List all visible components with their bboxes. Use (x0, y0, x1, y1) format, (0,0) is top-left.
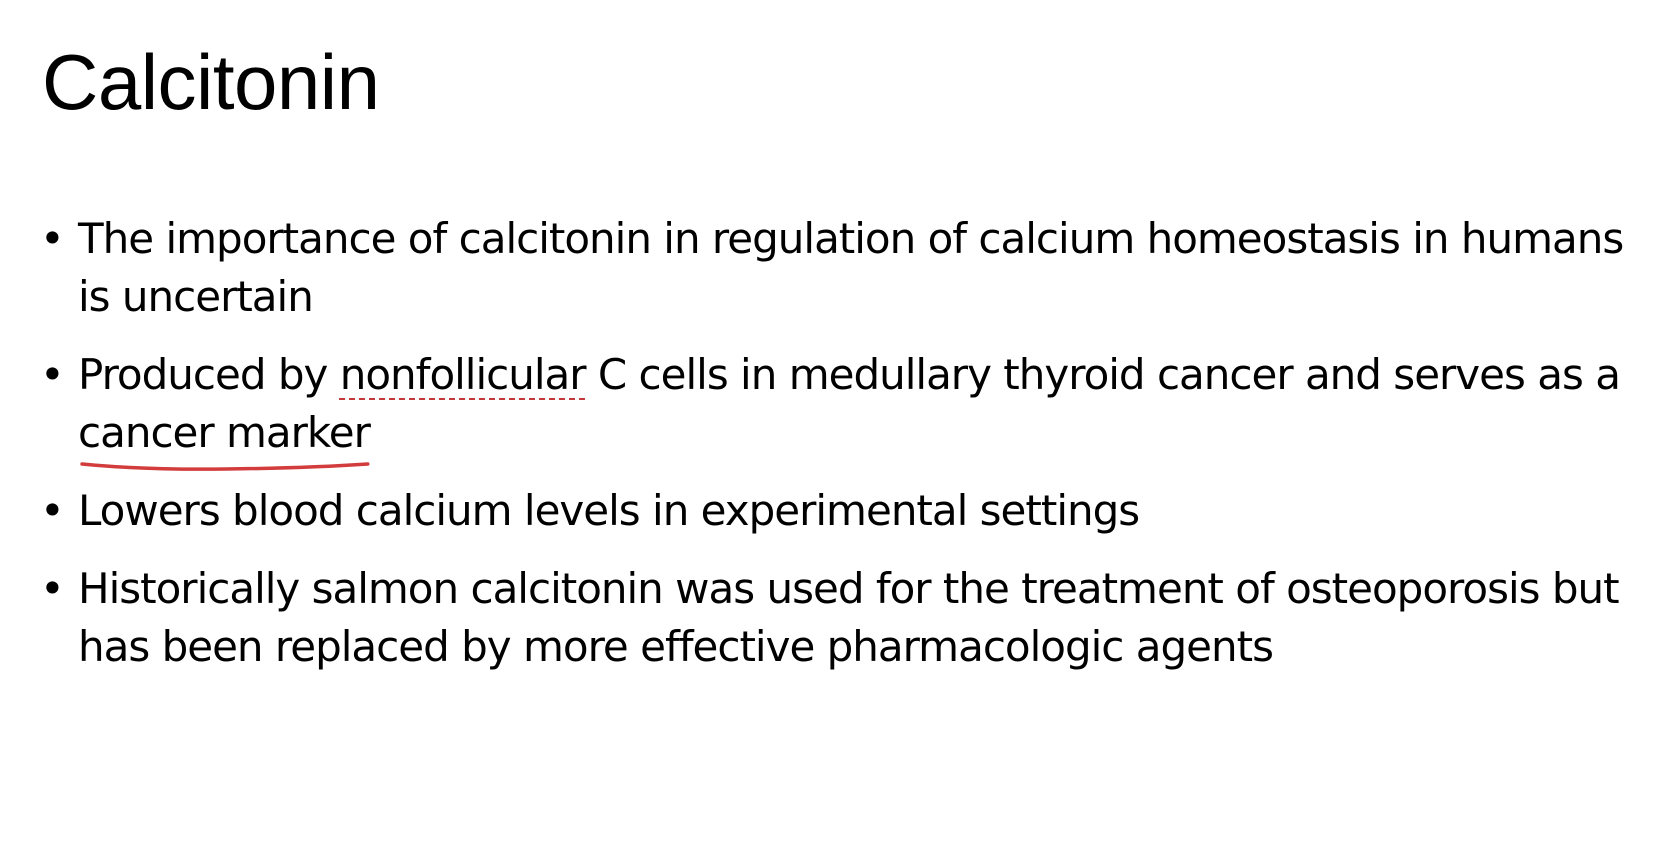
bullet-glyph: • (40, 350, 65, 399)
bullet-glyph: • (40, 486, 65, 535)
bullet-text-middle: C cells in medullary thyroid cancer and … (585, 350, 1621, 399)
bullet-text-before: Produced by (78, 350, 340, 399)
bullet-text: Lowers blood calcium levels in experimen… (78, 486, 1140, 535)
spellcheck-flagged-word: nonfollicular (339, 350, 587, 399)
slide-title: Calcitonin (42, 38, 380, 126)
bullet-text: Historically salmon calcitonin was used … (78, 564, 1620, 671)
underlined-phrase: cancer marker (78, 404, 371, 471)
bullet-item: • Produced by nonfollicular C cells in m… (40, 346, 1630, 471)
bullet-glyph: • (40, 214, 65, 263)
bullet-list: • The importance of calcitonin in regula… (40, 210, 1630, 696)
bullet-item: • Historically salmon calcitonin was use… (40, 560, 1630, 676)
bullet-item: • Lowers blood calcium levels in experim… (40, 482, 1630, 540)
hand-drawn-underline (80, 462, 370, 471)
bullet-text: The importance of calcitonin in regulati… (78, 214, 1624, 321)
bullet-glyph: • (40, 564, 65, 613)
bullet-item: • The importance of calcitonin in regula… (40, 210, 1630, 326)
underlined-phrase-text: cancer marker (78, 408, 371, 457)
